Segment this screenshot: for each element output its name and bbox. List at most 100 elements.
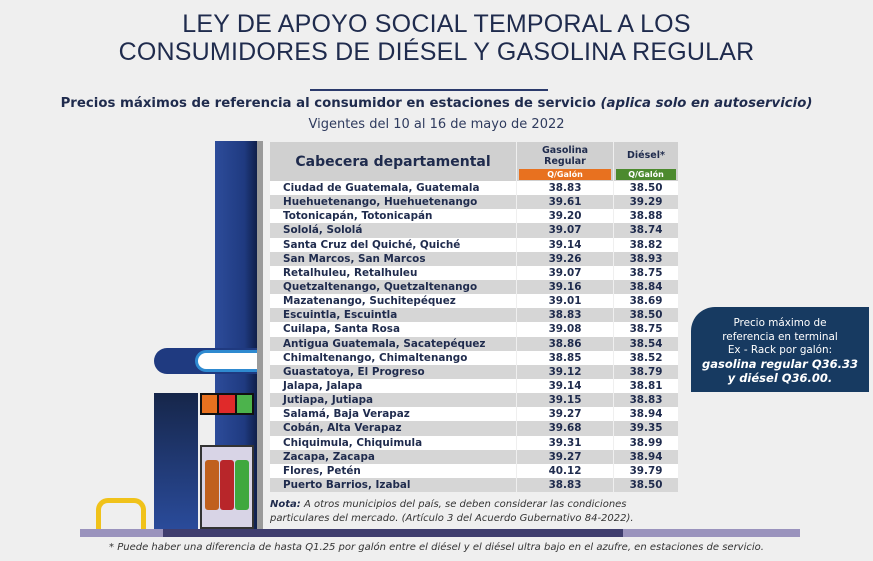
table-row: Salamá, Baja Verapaz 39.27 38.94 xyxy=(270,407,678,422)
city-name: Guastatoya, El Progreso xyxy=(283,365,425,378)
city-name: Cobán, Alta Verapaz xyxy=(283,422,402,435)
gasoline-price: 39.14 xyxy=(516,378,613,394)
red-nozzle-icon xyxy=(220,460,234,510)
info-line-1: Precio máximo de xyxy=(733,317,827,329)
city-name: Mazatenango, Suchitepéquez xyxy=(283,295,456,308)
diesel-price: 38.94 xyxy=(613,407,678,422)
safety-barrier xyxy=(96,498,146,530)
table-row: Chimaltenango, Chimaltenango 38.85 38.52 xyxy=(270,350,678,365)
header-gasoline-label: Gasolina Regular xyxy=(541,144,589,167)
table-row: Ciudad de Guatemala, Guatemala 38.83 38.50 xyxy=(270,181,678,196)
gasoline-price: 40.12 xyxy=(516,463,613,478)
gasoline-price: 39.27 xyxy=(516,407,613,422)
diesel-price: 38.79 xyxy=(613,364,678,379)
diesel-price: 39.29 xyxy=(613,195,678,210)
city-name: Santa Cruz del Quiché, Quiché xyxy=(283,238,461,251)
gasoline-price: 39.12 xyxy=(516,364,613,379)
table-row: Puerto Barrios, Izabal 38.83 38.50 xyxy=(270,477,678,493)
gasoline-price: 38.83 xyxy=(516,477,613,493)
title-line-2: CONSUMIDORES DE DIÉSEL Y GASOLINA REGULA… xyxy=(118,38,755,66)
bottom-bar-left xyxy=(80,529,163,537)
table-row: Mazatenango, Suchitepéquez 39.01 38.69 xyxy=(270,294,678,309)
diesel-price: 38.75 xyxy=(613,322,678,337)
diesel-price: 38.99 xyxy=(613,435,678,450)
header-diesel: Diésel* Q/Galón xyxy=(614,142,678,181)
city-name: Quetzaltenango, Quetzaltenango xyxy=(283,280,478,293)
subtitle-italic: (aplica solo en autoservicio) xyxy=(600,96,813,111)
header-diesel-label: Diésel* xyxy=(627,150,665,161)
gasoline-price: 39.26 xyxy=(516,251,613,266)
city-name: Jutiapa, Jutiapa xyxy=(283,394,374,407)
diesel-price: 38.50 xyxy=(613,308,678,323)
city-name: Chiquimula, Chiquimula xyxy=(283,436,423,449)
subtitle-main: Precios máximos de referencia al consumi… xyxy=(60,96,601,111)
table-row: Cuilapa, Santa Rosa 39.08 38.75 xyxy=(270,322,678,337)
orange-nozzle-icon xyxy=(205,460,219,510)
table-body: Ciudad de Guatemala, Guatemala 38.83 38.50… xyxy=(270,181,678,493)
page-title: LEY DE APOYO SOCIAL TEMPORAL A LOS CONSU… xyxy=(0,10,873,66)
ex-rack-price-box: Precio máximo de referencia en terminal … xyxy=(691,307,869,392)
diesel-unit: Q/Galón xyxy=(616,169,676,180)
city-name: Chimaltenango, Chimaltenango xyxy=(283,351,468,364)
orange-light xyxy=(202,395,218,413)
gasoline-price: 39.68 xyxy=(516,421,613,436)
green-nozzle-icon xyxy=(235,460,249,510)
gasoline-price: 39.07 xyxy=(516,265,613,280)
diesel-price: 38.50 xyxy=(613,181,678,196)
table-row: Flores, Petén 40.12 39.79 xyxy=(270,463,678,478)
gasoline-price: 39.27 xyxy=(516,449,613,464)
gasoline-price: 38.86 xyxy=(516,336,613,351)
city-name: Huehuetenango, Huehuetenango xyxy=(283,196,478,209)
table-row: Zacapa, Zacapa 39.27 38.94 xyxy=(270,449,678,464)
table-row: Huehuetenango, Huehuetenango 39.61 39.29 xyxy=(270,195,678,210)
table-row: Jutiapa, Jutiapa 39.15 38.83 xyxy=(270,393,678,408)
subtitle: Precios máximos de referencia al consumi… xyxy=(0,96,873,111)
pole-shadow xyxy=(257,141,263,529)
table-row: Jalapa, Jalapa 39.14 38.81 xyxy=(270,378,678,394)
bottom-bar-middle xyxy=(163,529,623,537)
table-row: Cobán, Alta Verapaz 39.68 39.35 xyxy=(270,421,678,436)
table-row: Sololá, Sololá 39.07 38.74 xyxy=(270,223,678,238)
info-diesel-price: y diésel Q36.00. xyxy=(727,371,833,385)
table-row: Totonicapán, Totonicapán 39.20 38.88 xyxy=(270,209,678,224)
city-name: Flores, Petén xyxy=(283,464,361,477)
gasoline-unit: Q/Galón xyxy=(519,169,611,180)
diesel-price: 38.83 xyxy=(613,393,678,408)
footnote: * Puede haber una diferencia de hasta Q1… xyxy=(109,542,764,553)
table-row: Guastatoya, El Progreso 39.12 38.79 xyxy=(270,364,678,379)
diesel-price: 38.88 xyxy=(613,209,678,224)
note: Nota: A otros municipios del país, se de… xyxy=(270,498,634,526)
fuel-color-lights xyxy=(200,393,254,415)
city-name: Jalapa, Jalapa xyxy=(283,379,363,392)
diesel-price: 38.82 xyxy=(613,237,678,252)
gasoline-price: 39.15 xyxy=(516,393,613,408)
gasoline-price: 38.83 xyxy=(516,308,613,323)
table-row: Santa Cruz del Quiché, Quiché 39.14 38.82 xyxy=(270,237,678,252)
gasoline-price: 39.14 xyxy=(516,237,613,252)
city-name: Retalhuleu, Retalhuleu xyxy=(283,266,418,279)
bottom-bar-right xyxy=(623,529,800,537)
city-name: Puerto Barrios, Izabal xyxy=(283,478,411,491)
diesel-price: 38.52 xyxy=(613,350,678,365)
diesel-price: 38.50 xyxy=(613,477,678,493)
diesel-price: 39.35 xyxy=(613,421,678,436)
table-row: Quetzaltenango, Quetzaltenango 39.16 38.84 xyxy=(270,279,678,295)
city-name: Totonicapán, Totonicapán xyxy=(283,210,433,223)
city-name: Salamá, Baja Verapaz xyxy=(283,408,410,421)
city-name: Sololá, Sololá xyxy=(283,224,363,237)
table-row: Chiquimula, Chiquimula 39.31 38.99 xyxy=(270,435,678,450)
city-name: San Marcos, San Marcos xyxy=(283,252,426,265)
diesel-price: 38.93 xyxy=(613,251,678,266)
diesel-price: 38.94 xyxy=(613,449,678,464)
diesel-price: 38.75 xyxy=(613,265,678,280)
title-divider xyxy=(310,89,548,91)
city-name: Ciudad de Guatemala, Guatemala xyxy=(283,182,480,194)
info-line-3: Ex - Rack por galón: xyxy=(727,344,833,356)
table-row: Escuintla, Escuintla 38.83 38.50 xyxy=(270,308,678,323)
station-base xyxy=(154,393,198,529)
diesel-price: 38.74 xyxy=(613,223,678,238)
diesel-price: 39.79 xyxy=(613,463,678,478)
gasoline-price: 39.31 xyxy=(516,435,613,450)
gasoline-price: 38.83 xyxy=(516,181,613,196)
table-row: San Marcos, San Marcos 39.26 38.93 xyxy=(270,251,678,266)
